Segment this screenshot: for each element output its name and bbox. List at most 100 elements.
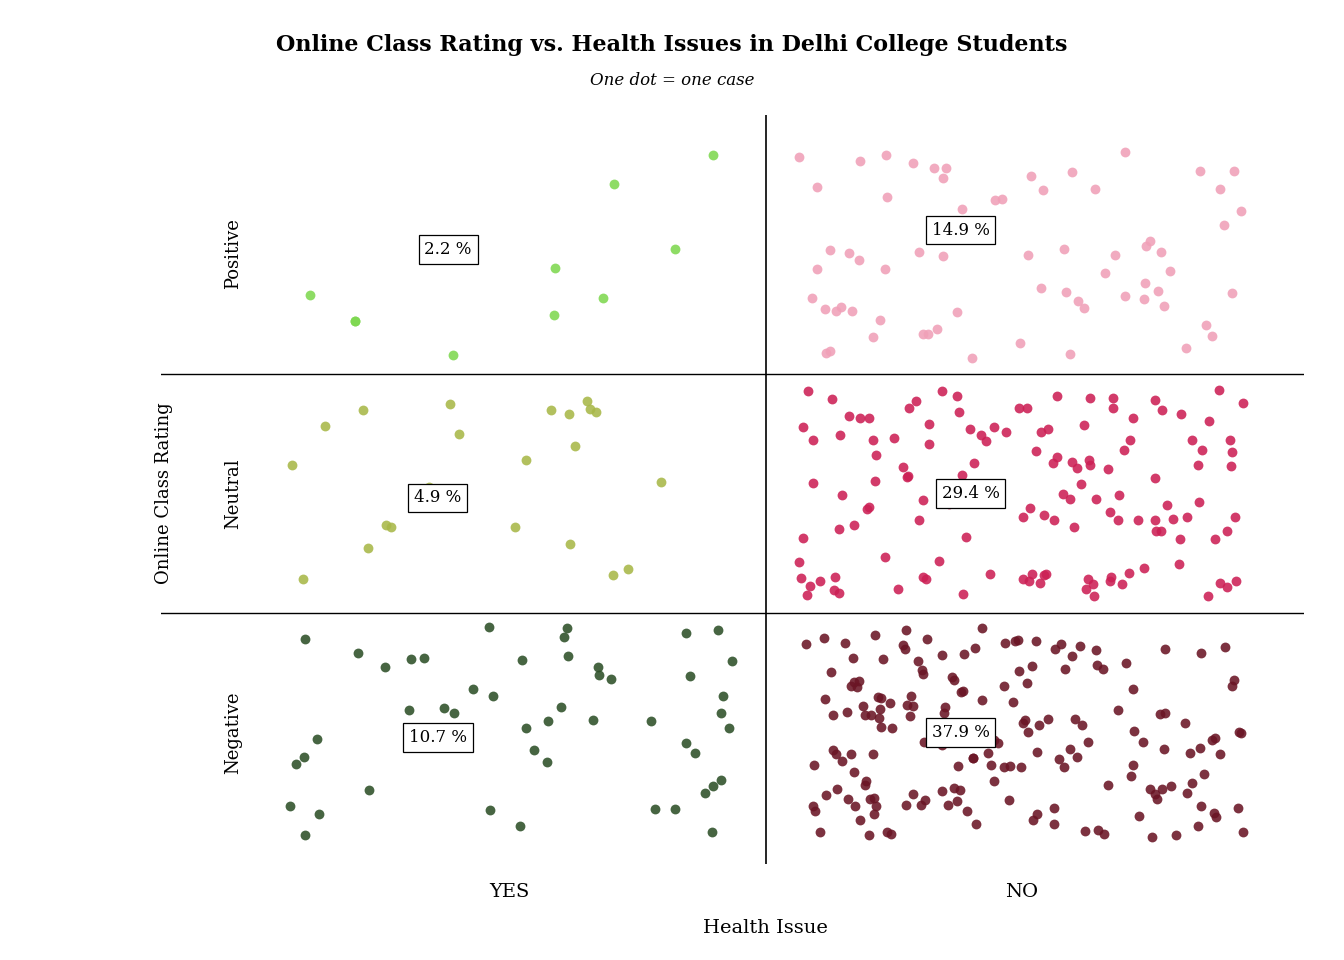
Point xyxy=(956,529,977,544)
Point xyxy=(1102,400,1124,416)
Point xyxy=(375,517,396,533)
Point xyxy=(902,787,923,803)
Point xyxy=(867,689,888,705)
Point xyxy=(1105,247,1126,262)
Text: YES: YES xyxy=(489,883,530,901)
Point xyxy=(802,475,824,491)
Point xyxy=(946,793,968,808)
Point xyxy=(1193,766,1215,781)
Point xyxy=(913,667,934,683)
Point xyxy=(722,654,743,669)
Point xyxy=(433,700,454,715)
Point xyxy=(482,688,504,704)
Point xyxy=(1052,242,1074,257)
Point xyxy=(582,712,603,728)
Point xyxy=(556,620,578,636)
Point xyxy=(602,567,624,583)
Point xyxy=(907,654,929,669)
Point xyxy=(804,804,825,819)
Point xyxy=(907,513,929,528)
Point xyxy=(711,705,732,720)
Point xyxy=(1025,744,1047,759)
Point xyxy=(309,806,331,822)
Point xyxy=(640,714,661,730)
Text: NO: NO xyxy=(1005,883,1039,901)
Point xyxy=(587,659,609,674)
Point xyxy=(800,579,821,594)
Point xyxy=(1176,509,1198,524)
Point xyxy=(913,492,934,508)
Point xyxy=(859,499,880,515)
Point xyxy=(536,713,558,729)
Point xyxy=(664,241,685,256)
Point xyxy=(1050,636,1071,652)
Point xyxy=(1107,512,1129,527)
Point xyxy=(358,540,379,555)
Point xyxy=(1093,826,1114,841)
Point xyxy=(448,426,469,442)
Point xyxy=(708,622,730,637)
Point xyxy=(984,192,1005,207)
Point xyxy=(1048,752,1070,767)
Point xyxy=(1189,741,1211,756)
Point xyxy=(918,436,939,451)
Point xyxy=(294,631,316,646)
Point xyxy=(344,313,366,328)
Point xyxy=(866,799,887,814)
Point xyxy=(1099,504,1121,519)
Point xyxy=(1079,452,1101,468)
Point xyxy=(1232,825,1254,840)
Point xyxy=(792,531,813,546)
Point xyxy=(1019,573,1040,588)
Point xyxy=(992,191,1013,206)
Point xyxy=(1102,391,1124,406)
Point xyxy=(1231,725,1253,740)
Point xyxy=(860,792,882,807)
Point xyxy=(1208,746,1230,761)
Point xyxy=(1059,491,1081,506)
Point xyxy=(797,383,818,398)
Point xyxy=(1150,523,1172,539)
Point xyxy=(943,780,965,795)
Point xyxy=(1120,432,1141,447)
Point xyxy=(876,825,898,840)
Point xyxy=(820,664,841,680)
Point xyxy=(899,708,921,724)
Point xyxy=(859,828,880,843)
Point xyxy=(788,554,809,569)
Point xyxy=(828,586,849,601)
Point xyxy=(603,177,625,192)
Point xyxy=(809,573,831,588)
Point xyxy=(684,745,706,760)
Point xyxy=(788,149,809,164)
Point xyxy=(809,825,831,840)
Point xyxy=(1008,662,1030,678)
Point xyxy=(801,291,823,306)
Text: 37.9 %: 37.9 % xyxy=(931,724,989,741)
Point xyxy=(933,706,954,721)
Point xyxy=(1031,424,1052,440)
Point xyxy=(444,706,465,721)
Point xyxy=(281,458,302,473)
Point xyxy=(1111,576,1133,591)
Point xyxy=(1141,829,1163,845)
Point xyxy=(1114,288,1136,303)
Point xyxy=(996,424,1017,440)
Point xyxy=(1220,678,1242,693)
Point xyxy=(1203,805,1224,821)
Point xyxy=(1122,757,1144,773)
Point xyxy=(1144,393,1165,408)
Point xyxy=(1150,245,1172,260)
Point xyxy=(978,565,1000,581)
Point xyxy=(942,673,964,688)
Point xyxy=(952,468,973,483)
Point xyxy=(790,570,812,586)
Point xyxy=(1071,718,1093,733)
Point xyxy=(856,501,878,516)
Point xyxy=(824,569,845,585)
Point xyxy=(1099,569,1121,585)
Point xyxy=(1187,819,1208,834)
Point xyxy=(942,669,964,684)
Point xyxy=(1036,711,1058,727)
Point xyxy=(1021,566,1043,582)
